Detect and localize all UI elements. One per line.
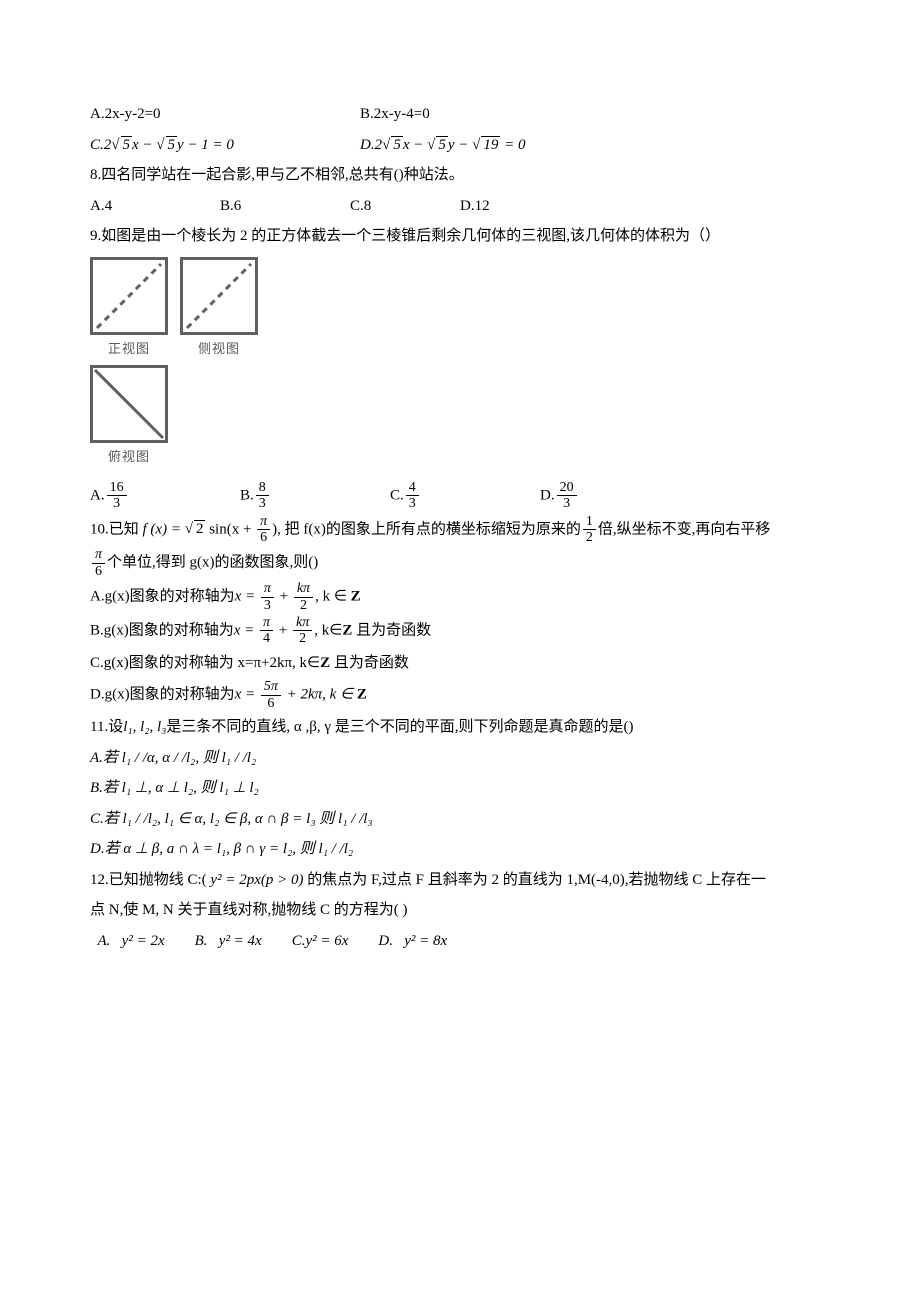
q11-opt-c: C.若 l₁ / /l₂, l₁ ∈ α, l₂ ∈ β, α ∩ β = l₃… [90,805,830,834]
q10-opt-a: A.g(x)图象的对称轴为x = π3 + kπ2, k ∈ Z [90,581,830,613]
q12-opt-c: C.y² = 6x [292,927,349,956]
q12-opt-a: A. y² = 2x [90,927,165,956]
q12-opt-d: D. y² = 8x [378,927,447,956]
q8-opt-c: C.8 [350,192,460,221]
q9-opt-d: D.203 [540,480,690,512]
q10-opt-c: C.g(x)图象的对称轴为 x=π+2kπ, k∈Z 且为奇函数 [90,649,830,678]
q8-text: 8.四名同学站在一起合影,甲与乙不相邻,总共有()种站法。 [90,161,830,190]
q9-options: A.163 B.83 C.43 D.203 [90,480,830,512]
q7-opt-d: D.2√5x − √5y − √19 = 0 [360,131,630,160]
q10-line1: 10.已知 f (x) = √2 sin(x + π6), 把 f(x)的图象上… [90,514,830,546]
q11-opt-a: A.若 l₁ / /α, α / /l₂, 则 l₁ / /l₂ [90,744,830,773]
dashed-diagonal-icon [183,260,255,332]
q8-options: A.4 B.6 C.8 D.12 [90,192,830,221]
q9-opt-b: B.83 [240,480,390,512]
q11-text: 11.设l₁, l₂, l₃是三条不同的直线, α ,β, γ 是三个不同的平面… [90,713,830,742]
q9-opt-a: A.163 [90,480,240,512]
q12-opt-b: B. y² = 4x [195,927,262,956]
q11-opt-b: B.若 l₁ ⊥, α ⊥ l₂, 则 l₁ ⊥ l₂ [90,774,830,803]
q9-text: 9.如图是由一个棱长为 2 的正方体截去一个三棱锥后剩余几何体的三视图,该几何体… [90,222,830,251]
q12-line2: 点 N,使 M, N 关于直线对称,抛物线 C 的方程为( ) [90,896,830,925]
q8-opt-d: D.12 [460,192,570,221]
solid-diagonal-icon [93,368,165,440]
q12-line1: 12.已知抛物线 C:( y² = 2px(p > 0) 的焦点为 F,过点 F… [90,866,830,895]
q10-line2: π6个单位,得到 g(x)的函数图象,则() [90,547,830,579]
q12-options: A. y² = 2x B. y² = 4x C.y² = 6x D. y² = … [90,927,830,956]
view-top: 俯视图 [90,365,168,470]
q9-views: 正视图 侧视图 俯视图 [90,257,370,474]
q7-opt-b: B.2x-y-4=0 [360,100,630,129]
q7-options-ab: A.2x-y-2=0 B.2x-y-4=0 [90,100,830,129]
q8-opt-b: B.6 [220,192,350,221]
dashed-diagonal-icon [93,260,165,332]
q9-opt-c: C.43 [390,480,540,512]
q10-opt-b: B.g(x)图象的对称轴为x = π4 + kπ2, k∈Z 且为奇函数 [90,615,830,647]
q10-opt-d: D.g(x)图象的对称轴为x = 5π6 + 2kπ, k ∈ Z [90,679,830,711]
q7-opt-a: A.2x-y-2=0 [90,100,360,129]
q8-opt-a: A.4 [90,192,220,221]
view-side: 侧视图 [180,257,258,362]
q11-opt-d: D.若 α ⊥ β, a ∩ λ = l₁, β ∩ γ = l₂, 则 l₁ … [90,835,830,864]
q7-options-cd: C.2√5x − √5y − 1 = 0 D.2√5x − √5y − √19 … [90,131,830,160]
q7-opt-c: C.2√5x − √5y − 1 = 0 [90,131,360,160]
view-front: 正视图 [90,257,168,362]
